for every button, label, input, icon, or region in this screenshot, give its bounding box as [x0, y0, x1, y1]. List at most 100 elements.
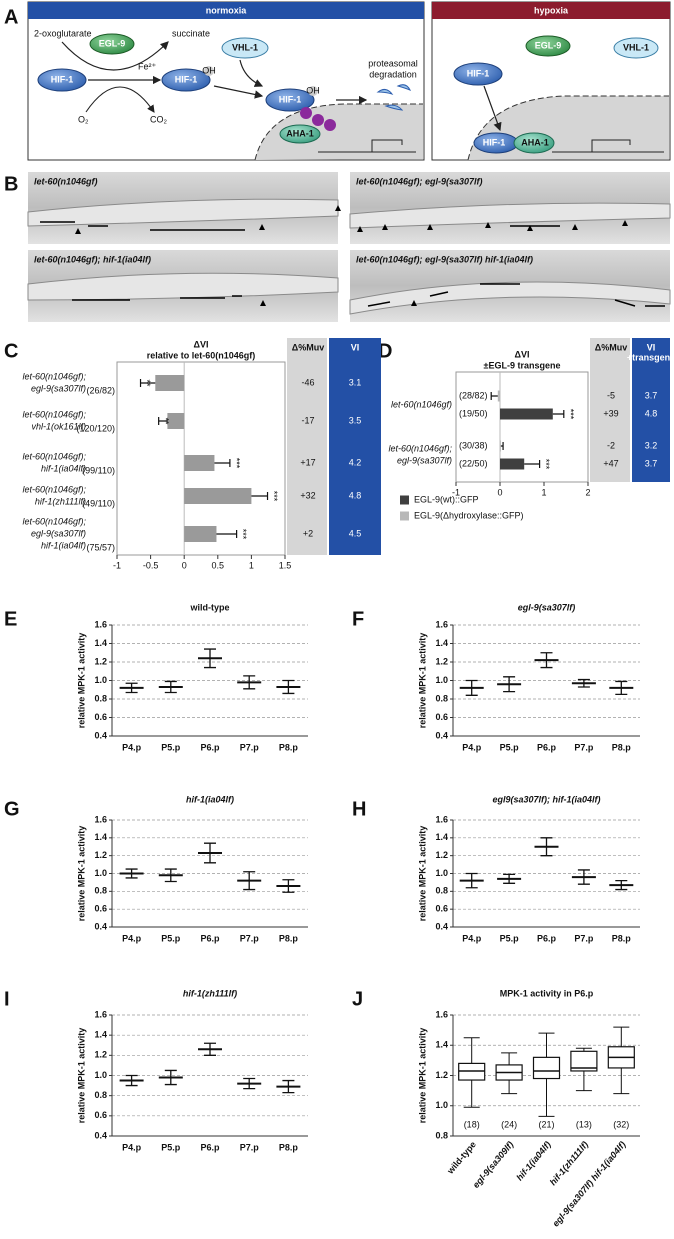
panel-label: A	[4, 6, 18, 28]
axes	[452, 1015, 640, 1137]
x-tick-label: P6.p	[537, 933, 557, 943]
legend-swatch	[400, 511, 409, 521]
x-tick-label: 0.5	[212, 560, 225, 570]
chart-title: ΔVI	[194, 339, 209, 349]
x-tick-label: P8.p	[612, 933, 632, 943]
protein-node	[279, 124, 321, 144]
promoter	[371, 139, 403, 152]
bar	[500, 440, 501, 452]
micrograph-label: let-60(n1046gf)	[34, 176, 98, 186]
panel-label: C	[4, 340, 18, 362]
protein-node	[613, 37, 659, 59]
y-tick-label: 0.8	[435, 693, 448, 703]
significance: ***	[541, 459, 551, 470]
error-bar	[490, 392, 498, 400]
y-tick-label: 0.6	[94, 904, 107, 914]
x-tick-label: 0	[497, 487, 502, 497]
x-tick-label: P5.p	[161, 933, 181, 943]
micrograph-label: let-60(n1046gf); egl-9(sa307lf) hif-1(ia…	[356, 254, 533, 264]
y-category-label: vhl-1(ok161lf)	[31, 421, 86, 431]
y-tick-label: 1.6	[94, 619, 107, 629]
x-tick-label: wild-type	[445, 1139, 478, 1176]
header-title: hypoxia	[534, 5, 569, 15]
y-category-label: let-60(n1046gf);	[22, 451, 86, 461]
bar	[184, 526, 217, 542]
table-header: VI	[647, 342, 656, 352]
protein-node	[89, 33, 135, 55]
y-tick-label: 1.4	[94, 638, 107, 648]
table-cell: -2	[607, 440, 615, 450]
protein-label: HIF-1	[279, 94, 302, 104]
y-tick-label: 1.2	[435, 656, 448, 666]
n-label: (24)	[501, 1119, 517, 1129]
error-bar	[500, 442, 504, 450]
x-tick-label: 1	[249, 560, 254, 570]
y-tick-label: 0.8	[94, 1090, 107, 1100]
y-category-label: hif-1(ia04lf)	[41, 540, 86, 550]
x-tick-label: hif-1(ia04lf)	[514, 1139, 553, 1182]
protein-label: VHL-1	[623, 42, 649, 52]
table-cell: 3.7	[645, 390, 658, 400]
normoxia-diagram: normoxia 2-oxoglutarate succinate EGL-9 …	[27, 1, 425, 161]
label: OH	[202, 65, 216, 75]
protein-label: EGL-9	[99, 38, 126, 48]
x-tick-label: -0.5	[143, 560, 159, 570]
bar	[497, 390, 500, 402]
protein-node	[453, 62, 503, 86]
ubiquitin	[324, 119, 336, 131]
n-label: (21)	[538, 1119, 554, 1129]
y-tick-label: 1.6	[94, 1009, 107, 1019]
panel-label: F	[352, 608, 364, 630]
chart-title: wild-type	[189, 602, 229, 612]
table-header: Δ%Muv	[595, 342, 627, 352]
chart-title: hif-1(zh111lf)	[183, 988, 237, 998]
protein-label: VHL-1	[232, 42, 258, 52]
chart-subtitle: ±EGL-9 transgene	[484, 360, 561, 370]
error-bar	[158, 417, 168, 425]
promoter	[591, 139, 631, 152]
chart-title: egl9(sa307lf); hif-1(ia04lf)	[492, 794, 600, 804]
arrow	[213, 85, 264, 99]
y-tick-label: 1.0	[94, 675, 107, 685]
x-tick-label: P6.p	[537, 742, 557, 752]
count-label: (22/50)	[459, 458, 488, 468]
nuclear-membrane	[467, 95, 669, 161]
axes	[111, 820, 308, 928]
box	[458, 1062, 486, 1081]
cell-nucleus	[255, 104, 423, 160]
table-header: Δ%Muv	[292, 342, 324, 352]
x-tick-label: P6.p	[200, 742, 220, 752]
protein-label: EGL-9	[535, 40, 562, 50]
count-label: (75/57)	[86, 542, 115, 552]
count-label: (30/38)	[459, 440, 488, 450]
y-tick-label: 1.2	[94, 1050, 107, 1060]
axes	[111, 625, 308, 737]
annotation-line	[40, 221, 245, 231]
protein-node	[525, 35, 571, 57]
error-bar	[216, 530, 238, 538]
error-bar	[139, 379, 156, 387]
y-tick-label: 0.6	[94, 712, 107, 722]
protein-label: HIF-1	[175, 74, 198, 84]
table-cell: +47	[603, 458, 618, 468]
x-tick-label: P6.p	[200, 933, 220, 943]
y-tick-label: 0.8	[435, 1130, 448, 1140]
header-title: normoxia	[206, 5, 248, 15]
panel-label: B	[4, 173, 18, 195]
bar	[155, 375, 185, 391]
count-label: (99/110)	[82, 465, 115, 475]
axes	[452, 625, 640, 737]
table-cell: +39	[603, 408, 618, 418]
x-tick-label: P5.p	[500, 933, 520, 943]
panel-label: E	[4, 608, 17, 630]
y-tick-label: 1.2	[435, 850, 448, 860]
table-cell: 4.8	[645, 408, 658, 418]
protein-label: HIF-1	[483, 137, 506, 147]
table-header: VI	[351, 342, 360, 352]
annotation-line	[72, 295, 242, 301]
legend-swatch	[400, 495, 409, 505]
y-tick-label: 1.6	[435, 814, 448, 824]
y-tick-label: 0.6	[435, 904, 448, 914]
arrowhead	[411, 300, 417, 306]
box	[532, 1056, 561, 1080]
